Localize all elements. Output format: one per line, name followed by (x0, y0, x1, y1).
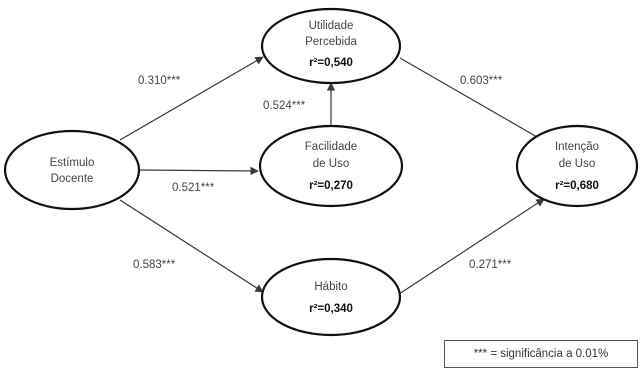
edge-label-estimulo-utilidade: 0.310*** (138, 75, 181, 87)
node-estimulo-line-2: Docente (51, 173, 94, 185)
node-utilidade-line-2: Percebida (305, 36, 357, 48)
node-utilidade-percebida: Utilidade Percebida r²=0,540 (260, 7, 402, 85)
significance-legend: *** = significância a 0.01% (444, 340, 638, 368)
node-facilidade-line-1: Facilidade (305, 141, 357, 153)
node-intencao-line-2: de Uso (559, 158, 595, 170)
edge-estimulo-habito (119, 199, 264, 293)
edge-habito-intencao (395, 198, 545, 297)
edge-utilidade-intencao (399, 57, 545, 142)
node-intencao-line-1: Intenção (555, 141, 599, 153)
node-estimulo-docente: Estímulo Docente (3, 129, 141, 211)
edge-estimulo-facilidade (139, 166, 259, 176)
node-facilidade-de-uso: Facilidade de Uso r²=0,270 (258, 124, 404, 208)
edge-estimulo-utilidade (119, 56, 264, 141)
node-habito-r2: r²=0,340 (309, 303, 353, 315)
node-facilidade-line-2: de Uso (313, 158, 349, 170)
node-facilidade-r2: r²=0,270 (309, 180, 353, 192)
node-intencao-r2: r²=0,680 (555, 180, 599, 192)
edge-label-habito-intencao: 0.271*** (469, 259, 512, 271)
edge-label-estimulo-facilidade: 0.521*** (172, 182, 215, 194)
node-habito: Hábito r²=0,340 (260, 257, 402, 337)
significance-legend-text: *** = significância a 0.01% (473, 348, 609, 360)
node-intencao-de-uso: Intenção de Uso r²=0,680 (515, 124, 639, 208)
node-utilidade-r2: r²=0,540 (309, 57, 353, 69)
edge-label-utilidade-intencao: 0.603*** (460, 75, 503, 87)
edge-label-facilidade-utilidade: 0.524*** (263, 100, 306, 112)
node-habito-line-1: Hábito (314, 281, 347, 293)
edge-label-estimulo-habito: 0.583*** (133, 259, 176, 271)
node-estimulo-line-1: Estímulo (50, 157, 95, 169)
node-utilidade-line-1: Utilidade (309, 20, 354, 32)
